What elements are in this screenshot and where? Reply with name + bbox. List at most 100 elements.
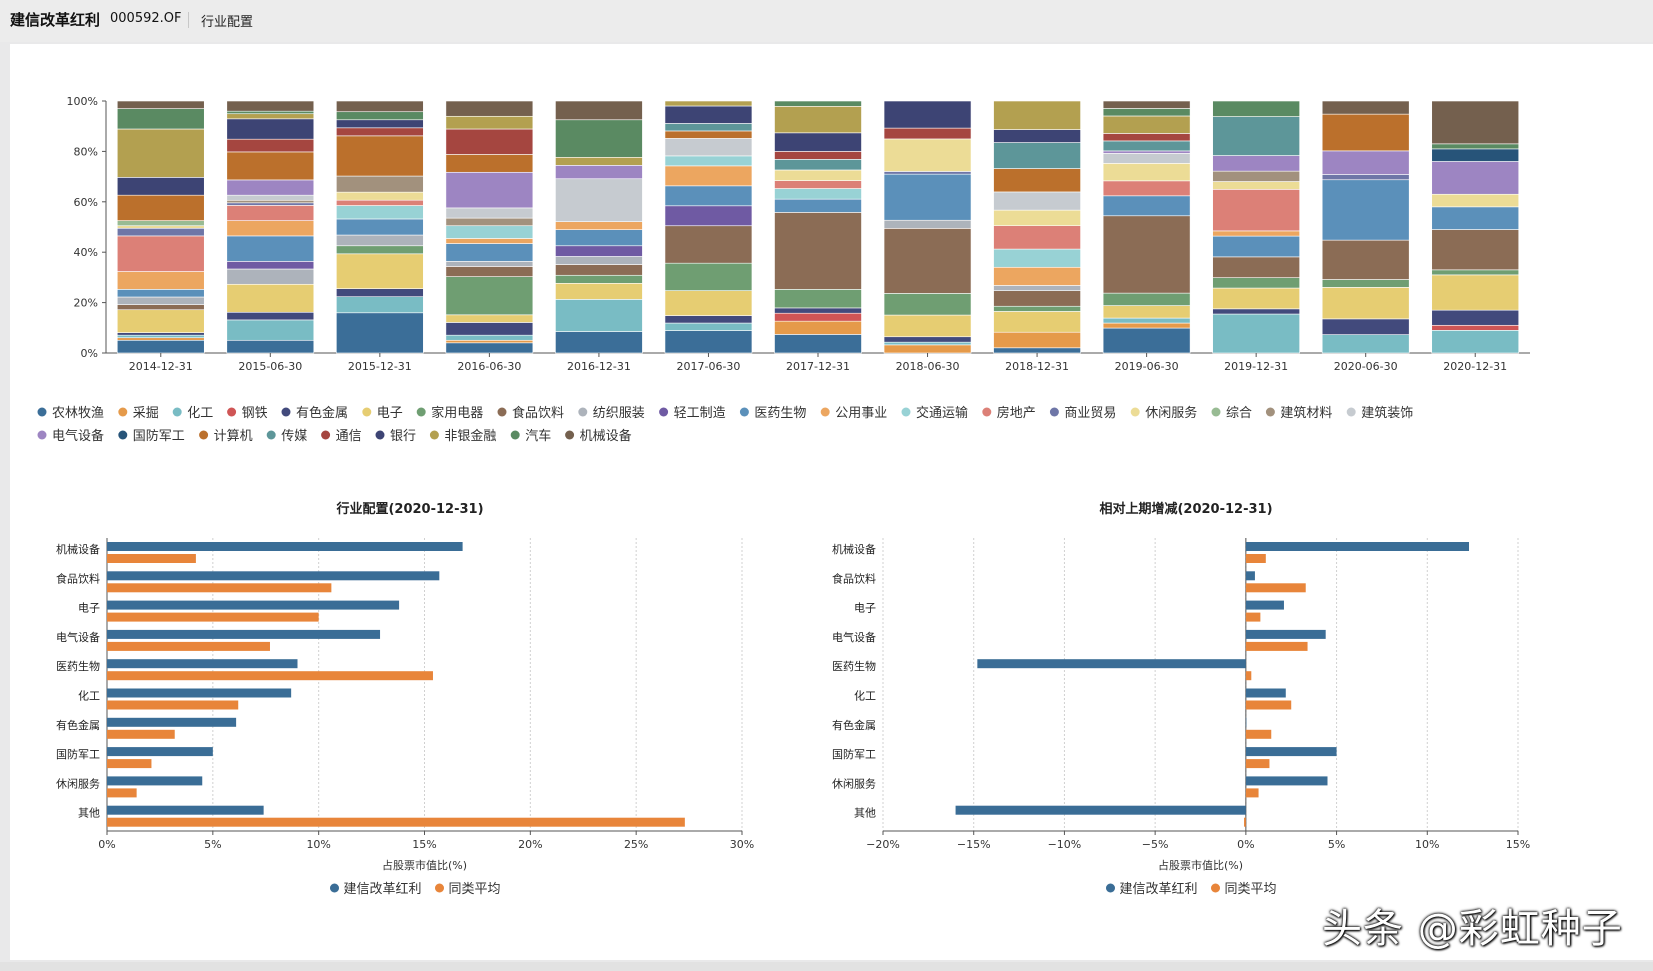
stack-segment — [664, 165, 753, 187]
bar-peer — [1245, 671, 1252, 681]
legend-label: 钢铁 — [242, 406, 268, 421]
stack-segment — [1102, 327, 1191, 354]
legend-swatch — [1106, 883, 1115, 893]
stack-segment — [445, 154, 534, 173]
bar-fund — [1245, 629, 1326, 639]
stack-segment — [1431, 100, 1520, 145]
stack-segment — [774, 180, 862, 189]
bar-fund — [107, 717, 237, 727]
stack-segment — [664, 290, 753, 316]
bar-peer — [1245, 612, 1261, 622]
stack-segment — [226, 199, 315, 204]
legend-label: 交通运输 — [916, 405, 968, 421]
legend-swatch — [199, 430, 209, 440]
stack-segment — [226, 202, 315, 206]
legend-label: 建筑装饰 — [1361, 405, 1413, 421]
x-tick-label: 20% — [518, 838, 542, 851]
stack-segment — [226, 205, 315, 221]
legend-swatch — [659, 407, 669, 417]
page-header: 建信改革红利 000592.OF 行业配置 — [0, 0, 1653, 42]
legend-swatch — [118, 407, 128, 417]
stack-segment — [445, 322, 534, 336]
bar-fund — [1245, 747, 1337, 757]
bar-fund — [107, 805, 264, 815]
category-label: 休闲服务 — [832, 776, 876, 790]
stack-segment — [116, 289, 205, 298]
legend-label: 电子 — [377, 406, 403, 421]
stack-segment — [1321, 100, 1410, 115]
stack-segment — [993, 305, 1081, 312]
bar-fund — [107, 629, 381, 639]
stack-segment — [445, 342, 534, 354]
legend-label: 公用事业 — [835, 406, 887, 421]
stack-segment — [664, 225, 753, 264]
stack-segment — [336, 175, 424, 193]
fund-code: 000592.OF — [110, 11, 182, 26]
legend-label: 休闲服务 — [1145, 405, 1197, 421]
legend-swatch — [362, 407, 372, 417]
x-tick-label: 5% — [1328, 838, 1345, 851]
legend-label: 轻工制造 — [674, 406, 726, 421]
x-tick-label: 2015-06-30 — [238, 360, 302, 373]
stacked-allocation-chart: 0% 20% 40% 60% 80% 100% 2014-12-31 2015-06-30 20… — [37, 95, 1530, 444]
category-label: 有色金属 — [56, 718, 100, 732]
bar-peer — [107, 554, 196, 563]
stack-segment — [883, 173, 972, 221]
bar-peer — [107, 641, 270, 651]
stack-segment — [336, 253, 424, 289]
legend-label: 纺织服装 — [593, 406, 645, 421]
bar-fund — [977, 659, 1246, 669]
stack-segment — [1212, 181, 1300, 190]
stack-segment — [226, 319, 315, 341]
stack-segment — [116, 339, 205, 354]
bar-peer — [107, 612, 319, 622]
category-label: 电气设备 — [832, 630, 876, 644]
stack-segment — [116, 334, 205, 339]
stack-segment — [226, 194, 315, 201]
y-tick-label: 0% — [81, 347, 98, 360]
legend-label: 采掘 — [133, 406, 159, 421]
stack-segment — [1212, 277, 1300, 289]
stack-segment — [664, 315, 753, 324]
bar-peer — [107, 817, 685, 827]
stack-segment — [664, 322, 753, 331]
stack-segment — [445, 238, 534, 244]
stack-segment — [336, 296, 424, 314]
tab-industry-allocation[interactable]: 行业配置 — [201, 15, 254, 30]
category-label: 其他 — [854, 807, 876, 820]
category-label: 机械设备 — [56, 542, 100, 556]
bar-fund — [1245, 571, 1255, 581]
stack-segment — [226, 268, 315, 285]
legend-label: 医药生物 — [754, 406, 806, 421]
category-label: 国防军工 — [832, 747, 876, 761]
stack-segment — [1102, 215, 1191, 294]
x-tick-label: 2019-12-31 — [1224, 360, 1288, 373]
stack-segment — [445, 217, 534, 227]
industry-allocation-chart: 行业配置(2020-12-31) 0% 5% 10% 15% 20% 25% 30% 机械设备食… — [56, 501, 754, 897]
stack-segment — [993, 331, 1081, 349]
stack-segment — [116, 177, 205, 196]
stack-segment — [445, 128, 534, 155]
stack-segment — [1212, 155, 1300, 172]
watermark: 头条 @彩虹种子 — [1322, 906, 1623, 952]
stack-segment — [1431, 193, 1520, 208]
stack-segment — [336, 100, 424, 113]
stack-segment — [664, 100, 753, 107]
bar-peer — [1245, 554, 1266, 563]
stack-segment — [555, 264, 643, 276]
bar-peer — [107, 788, 137, 798]
legend-label: 电气设备 — [52, 428, 104, 444]
stack-segment — [883, 336, 972, 343]
x-tick-label: 2020-06-30 — [1334, 360, 1398, 373]
stack-segment — [116, 220, 205, 227]
stack-segment — [774, 100, 862, 107]
stack-segment — [1431, 309, 1520, 326]
stack-segment — [116, 194, 205, 221]
y-tick-label: 80% — [74, 145, 98, 158]
category-label: 医药生物 — [832, 659, 876, 673]
stack-segment — [336, 119, 424, 129]
stack-segment — [336, 135, 424, 177]
stack-segment — [993, 191, 1081, 211]
legend-swatch — [281, 407, 291, 417]
legend-swatch — [1265, 407, 1275, 417]
